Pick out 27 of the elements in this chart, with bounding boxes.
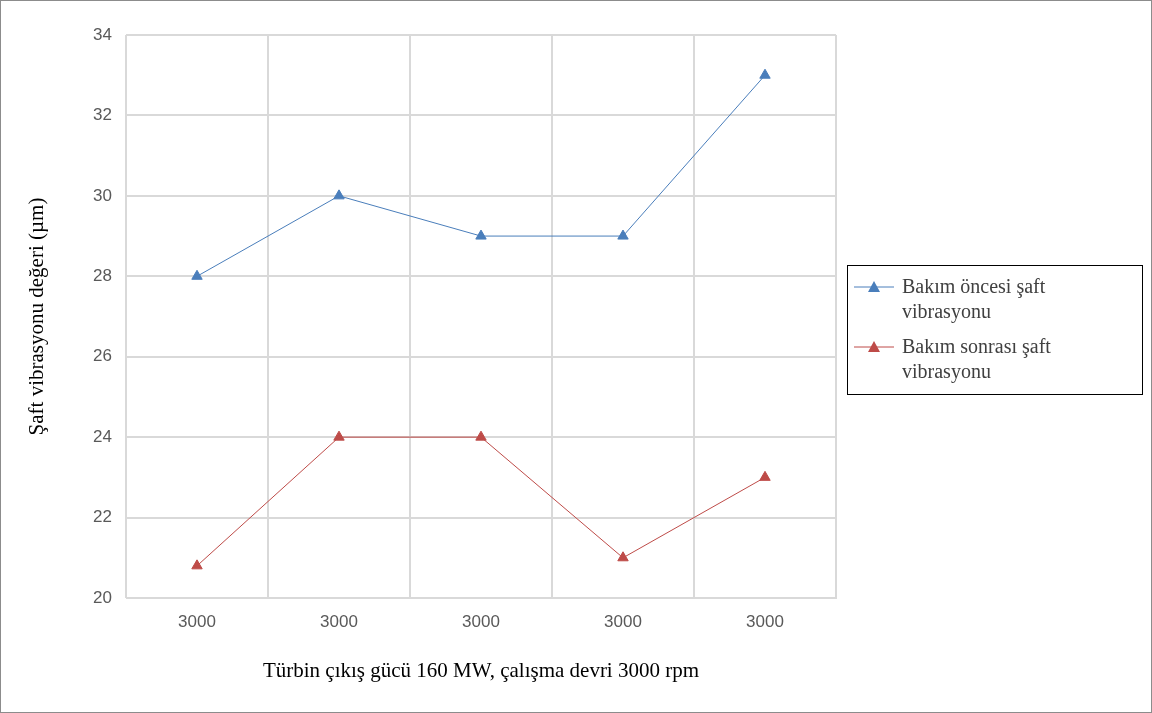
y-tick-label: 32 bbox=[93, 105, 112, 125]
y-axis-title: Şaft vibrasyonu değeri (µm) bbox=[24, 197, 49, 436]
y-tick-label: 22 bbox=[93, 507, 112, 527]
x-tick-label: 3000 bbox=[462, 611, 500, 631]
x-tick-label: 3000 bbox=[178, 611, 216, 631]
point bbox=[333, 189, 345, 200]
point bbox=[617, 551, 629, 562]
y-tick-label: 24 bbox=[93, 426, 112, 446]
x-axis-title: Türbin çıkış gücü 160 MW, çalışma devri 3000 rpm bbox=[262, 657, 700, 682]
point bbox=[333, 430, 345, 441]
point bbox=[191, 269, 203, 280]
y-tick-label: 30 bbox=[93, 185, 112, 205]
y-tick-label: 28 bbox=[93, 265, 112, 285]
point bbox=[759, 68, 771, 79]
point bbox=[759, 470, 771, 481]
x-tick-label: 3000 bbox=[746, 611, 784, 631]
y-tick-label: 26 bbox=[93, 346, 112, 366]
point bbox=[475, 430, 487, 441]
x-tick-label: 3000 bbox=[320, 611, 358, 631]
point bbox=[191, 559, 203, 570]
legend-label: Bakım sonrası şaft vibrasyonu bbox=[902, 334, 1052, 384]
x-tick-label: 3000 bbox=[604, 611, 642, 631]
y-tick-label: 34 bbox=[93, 24, 112, 44]
point bbox=[475, 229, 487, 240]
legend-label: Bakım öncesi şaft vibrasyonu bbox=[902, 274, 1047, 324]
point bbox=[617, 229, 629, 240]
y-tick-label: 20 bbox=[93, 587, 112, 607]
